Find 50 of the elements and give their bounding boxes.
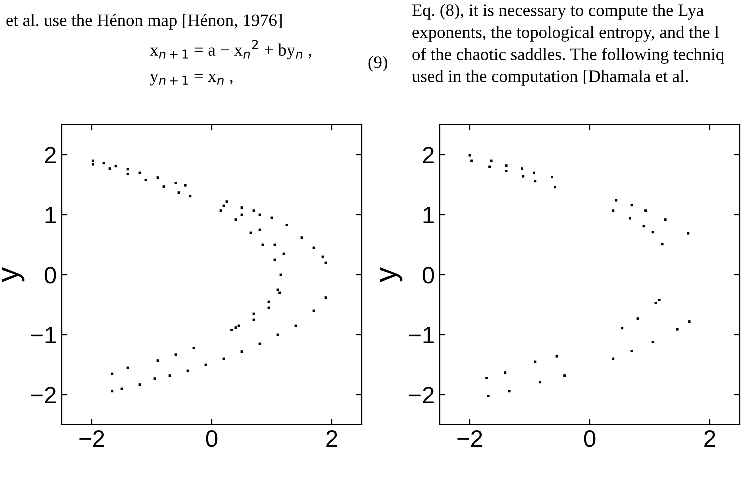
- point: [486, 376, 488, 380]
- text: exponents, the topological entropy, and the l: [412, 26, 720, 42]
- point: [520, 168, 524, 170]
- y-tick-label: 2: [45, 147, 56, 164]
- x-tick-label: 2: [326, 430, 338, 447]
- point: [538, 381, 542, 384]
- text: of the chaotic saddles. The following techniq: [412, 48, 724, 64]
- y-tick-label: −1: [409, 327, 434, 344]
- x-tick-label: 2: [704, 430, 716, 447]
- y-tick-label: 0: [44, 267, 56, 284]
- y-tick-label: 1: [46, 207, 56, 224]
- point: [534, 180, 537, 183]
- point: [564, 374, 566, 378]
- point: [504, 372, 507, 374]
- x-tick-label: −2: [458, 430, 482, 447]
- point: [688, 320, 691, 324]
- point: [661, 243, 664, 246]
- x-tick-label: 0: [584, 430, 596, 448]
- y-tick-label: 0: [422, 267, 434, 284]
- y-tick-label: −1: [31, 327, 56, 344]
- point: [554, 186, 556, 189]
- point: [505, 164, 508, 168]
- point: [505, 170, 508, 172]
- point: [487, 394, 490, 398]
- text: Eq. (8), it is necessary to compute the Lya: [412, 4, 704, 20]
- point: [522, 175, 525, 178]
- y-axis-title: y: [2, 267, 25, 283]
- point: [664, 218, 667, 222]
- y-tick-label: −2: [31, 387, 56, 404]
- point: [508, 390, 511, 393]
- point: [644, 210, 648, 212]
- y-tick-label: 1: [424, 207, 434, 224]
- point: [676, 328, 679, 331]
- point: [687, 232, 690, 235]
- point: [658, 298, 661, 302]
- x-tick-label: −2: [80, 430, 104, 447]
- point: [628, 217, 632, 220]
- y-axis-title: y: [380, 267, 403, 283]
- text: et al. use the Hénon map [Hénon, 1976]: [6, 14, 282, 30]
- y-tick-label: 2: [423, 147, 434, 164]
- point: [550, 176, 554, 178]
- point: [615, 199, 618, 202]
- text: y$_{n+1}$ = x$_{n}$ ,: [150, 74, 233, 86]
- text: used in the computation [Dhamala et al.: [412, 70, 688, 86]
- text: (9): [368, 56, 388, 72]
- x-tick-label: 0: [206, 430, 218, 448]
- point: [621, 327, 624, 330]
- point: [612, 210, 615, 212]
- text: x$_{n+1}$ = a − x$_{n}$$^{2}$ + by$_{n}$ ,: [150, 40, 312, 60]
- y-tick-label: −2: [409, 387, 434, 404]
